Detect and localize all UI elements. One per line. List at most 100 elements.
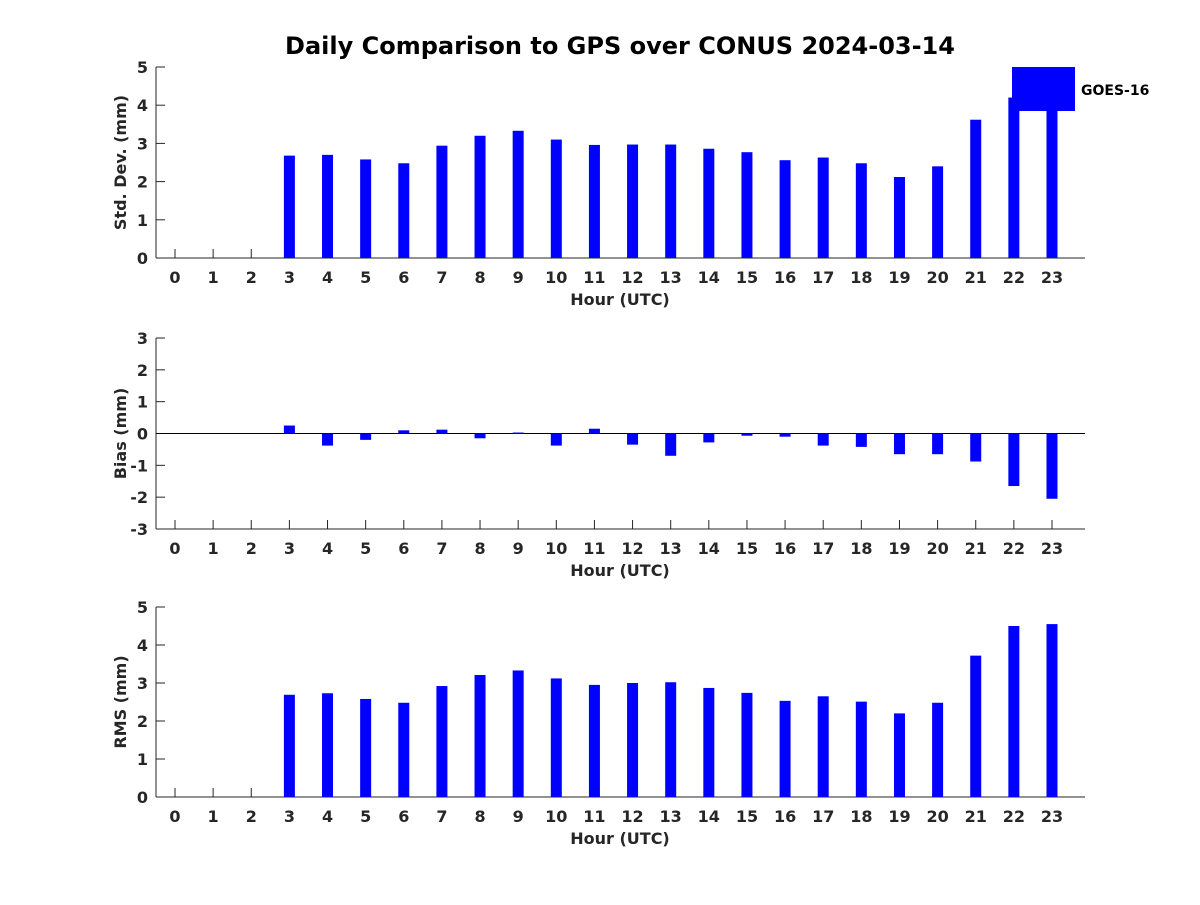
y-tick-label: 0: [137, 249, 148, 268]
y-tick-label: 4: [137, 96, 148, 115]
x-axis-label: Hour (UTC): [570, 829, 670, 848]
bar-hour-3: [283, 694, 295, 797]
x-tick-label: 17: [812, 268, 834, 287]
x-tick-label: 1: [208, 268, 219, 287]
bar-hour-19: [893, 713, 905, 797]
x-tick-label: 8: [474, 807, 485, 826]
bar-hour-7: [436, 429, 448, 434]
x-tick-label: 6: [398, 807, 409, 826]
bar-hour-11: [588, 428, 600, 434]
bar-hour-12: [627, 433, 639, 445]
y-axis-label: RMS (mm): [111, 655, 130, 748]
x-tick-label: 7: [436, 807, 447, 826]
x-tick-label: 11: [583, 268, 605, 287]
bar-hour-10: [550, 139, 562, 258]
bar-hour-4: [322, 693, 334, 797]
x-tick-label: 18: [850, 807, 872, 826]
x-tick-label: 10: [545, 539, 567, 558]
x-tick-label: 5: [360, 807, 371, 826]
bar-hour-5: [360, 433, 372, 440]
x-tick-label: 10: [545, 807, 567, 826]
x-tick-label: 5: [360, 268, 371, 287]
x-tick-label: 3: [284, 807, 295, 826]
y-tick-label: 2: [137, 361, 148, 380]
bar-hour-20: [932, 702, 944, 797]
bar-hour-9: [512, 670, 524, 797]
bar-hour-15: [741, 692, 753, 797]
bar-hour-12: [627, 683, 639, 797]
x-tick-label: 10: [545, 268, 567, 287]
y-tick-label: 3: [137, 134, 148, 153]
y-tick-label: 5: [137, 598, 148, 617]
x-tick-label: 20: [926, 539, 948, 558]
bar-hour-21: [970, 433, 982, 462]
bar-hour-18: [855, 163, 867, 258]
bar-hour-9: [512, 432, 524, 434]
bar-hour-23: [1046, 103, 1058, 258]
x-tick-label: 18: [850, 539, 872, 558]
y-tick-label: -2: [130, 488, 148, 507]
x-tick-label: 22: [1003, 807, 1025, 826]
bar-hour-21: [970, 119, 982, 258]
x-tick-label: 11: [583, 539, 605, 558]
x-tick-label: 9: [513, 268, 524, 287]
bar-hour-11: [588, 684, 600, 797]
x-tick-label: 11: [583, 807, 605, 826]
x-tick-label: 7: [436, 268, 447, 287]
bar-hour-6: [398, 430, 410, 434]
legend: GOES-16: [1012, 67, 1149, 111]
x-tick-label: 0: [169, 268, 180, 287]
bar-hour-21: [970, 655, 982, 797]
y-tick-label: 5: [137, 58, 148, 77]
x-tick-label: 12: [621, 268, 643, 287]
x-tick-label: 2: [246, 539, 257, 558]
bar-hour-17: [817, 157, 829, 258]
x-tick-label: 17: [812, 539, 834, 558]
bar-hour-22: [1008, 433, 1020, 487]
x-tick-label: 9: [513, 807, 524, 826]
bar-hour-14: [703, 148, 715, 258]
x-tick-label: 8: [474, 539, 485, 558]
bar-hour-11: [588, 144, 600, 258]
y-tick-label: 4: [137, 636, 148, 655]
bar-hour-14: [703, 687, 715, 797]
x-tick-label: 17: [812, 807, 834, 826]
x-tick-label: 20: [926, 268, 948, 287]
x-tick-label: 2: [246, 807, 257, 826]
bar-hour-14: [703, 433, 715, 443]
x-tick-label: 15: [736, 807, 758, 826]
x-tick-label: 15: [736, 268, 758, 287]
bar-hour-4: [322, 433, 334, 446]
y-axis-label: Bias (mm): [111, 388, 130, 480]
bar-hour-19: [893, 177, 905, 258]
y-tick-label: 1: [137, 211, 148, 230]
x-axis-label: Hour (UTC): [570, 561, 670, 580]
x-tick-label: 13: [660, 268, 682, 287]
bar-hour-23: [1046, 624, 1058, 797]
bar-hour-15: [741, 433, 753, 436]
x-tick-label: 13: [660, 807, 682, 826]
x-tick-label: 21: [965, 807, 987, 826]
x-tick-label: 16: [774, 268, 796, 287]
x-tick-label: 4: [322, 268, 333, 287]
x-tick-label: 6: [398, 539, 409, 558]
bar-hour-18: [855, 701, 867, 797]
bar-hour-8: [474, 433, 486, 439]
bar-hour-17: [817, 433, 829, 446]
bar-hour-3: [283, 155, 295, 258]
x-tick-label: 6: [398, 268, 409, 287]
bar-hour-16: [779, 700, 791, 797]
y-tick-label: 1: [137, 393, 148, 412]
bar-hour-8: [474, 675, 486, 797]
x-tick-label: 12: [621, 807, 643, 826]
x-tick-label: 1: [208, 539, 219, 558]
y-tick-label: 0: [137, 788, 148, 807]
bar-hour-19: [893, 433, 905, 455]
x-tick-label: 16: [774, 807, 796, 826]
x-tick-label: 15: [736, 539, 758, 558]
